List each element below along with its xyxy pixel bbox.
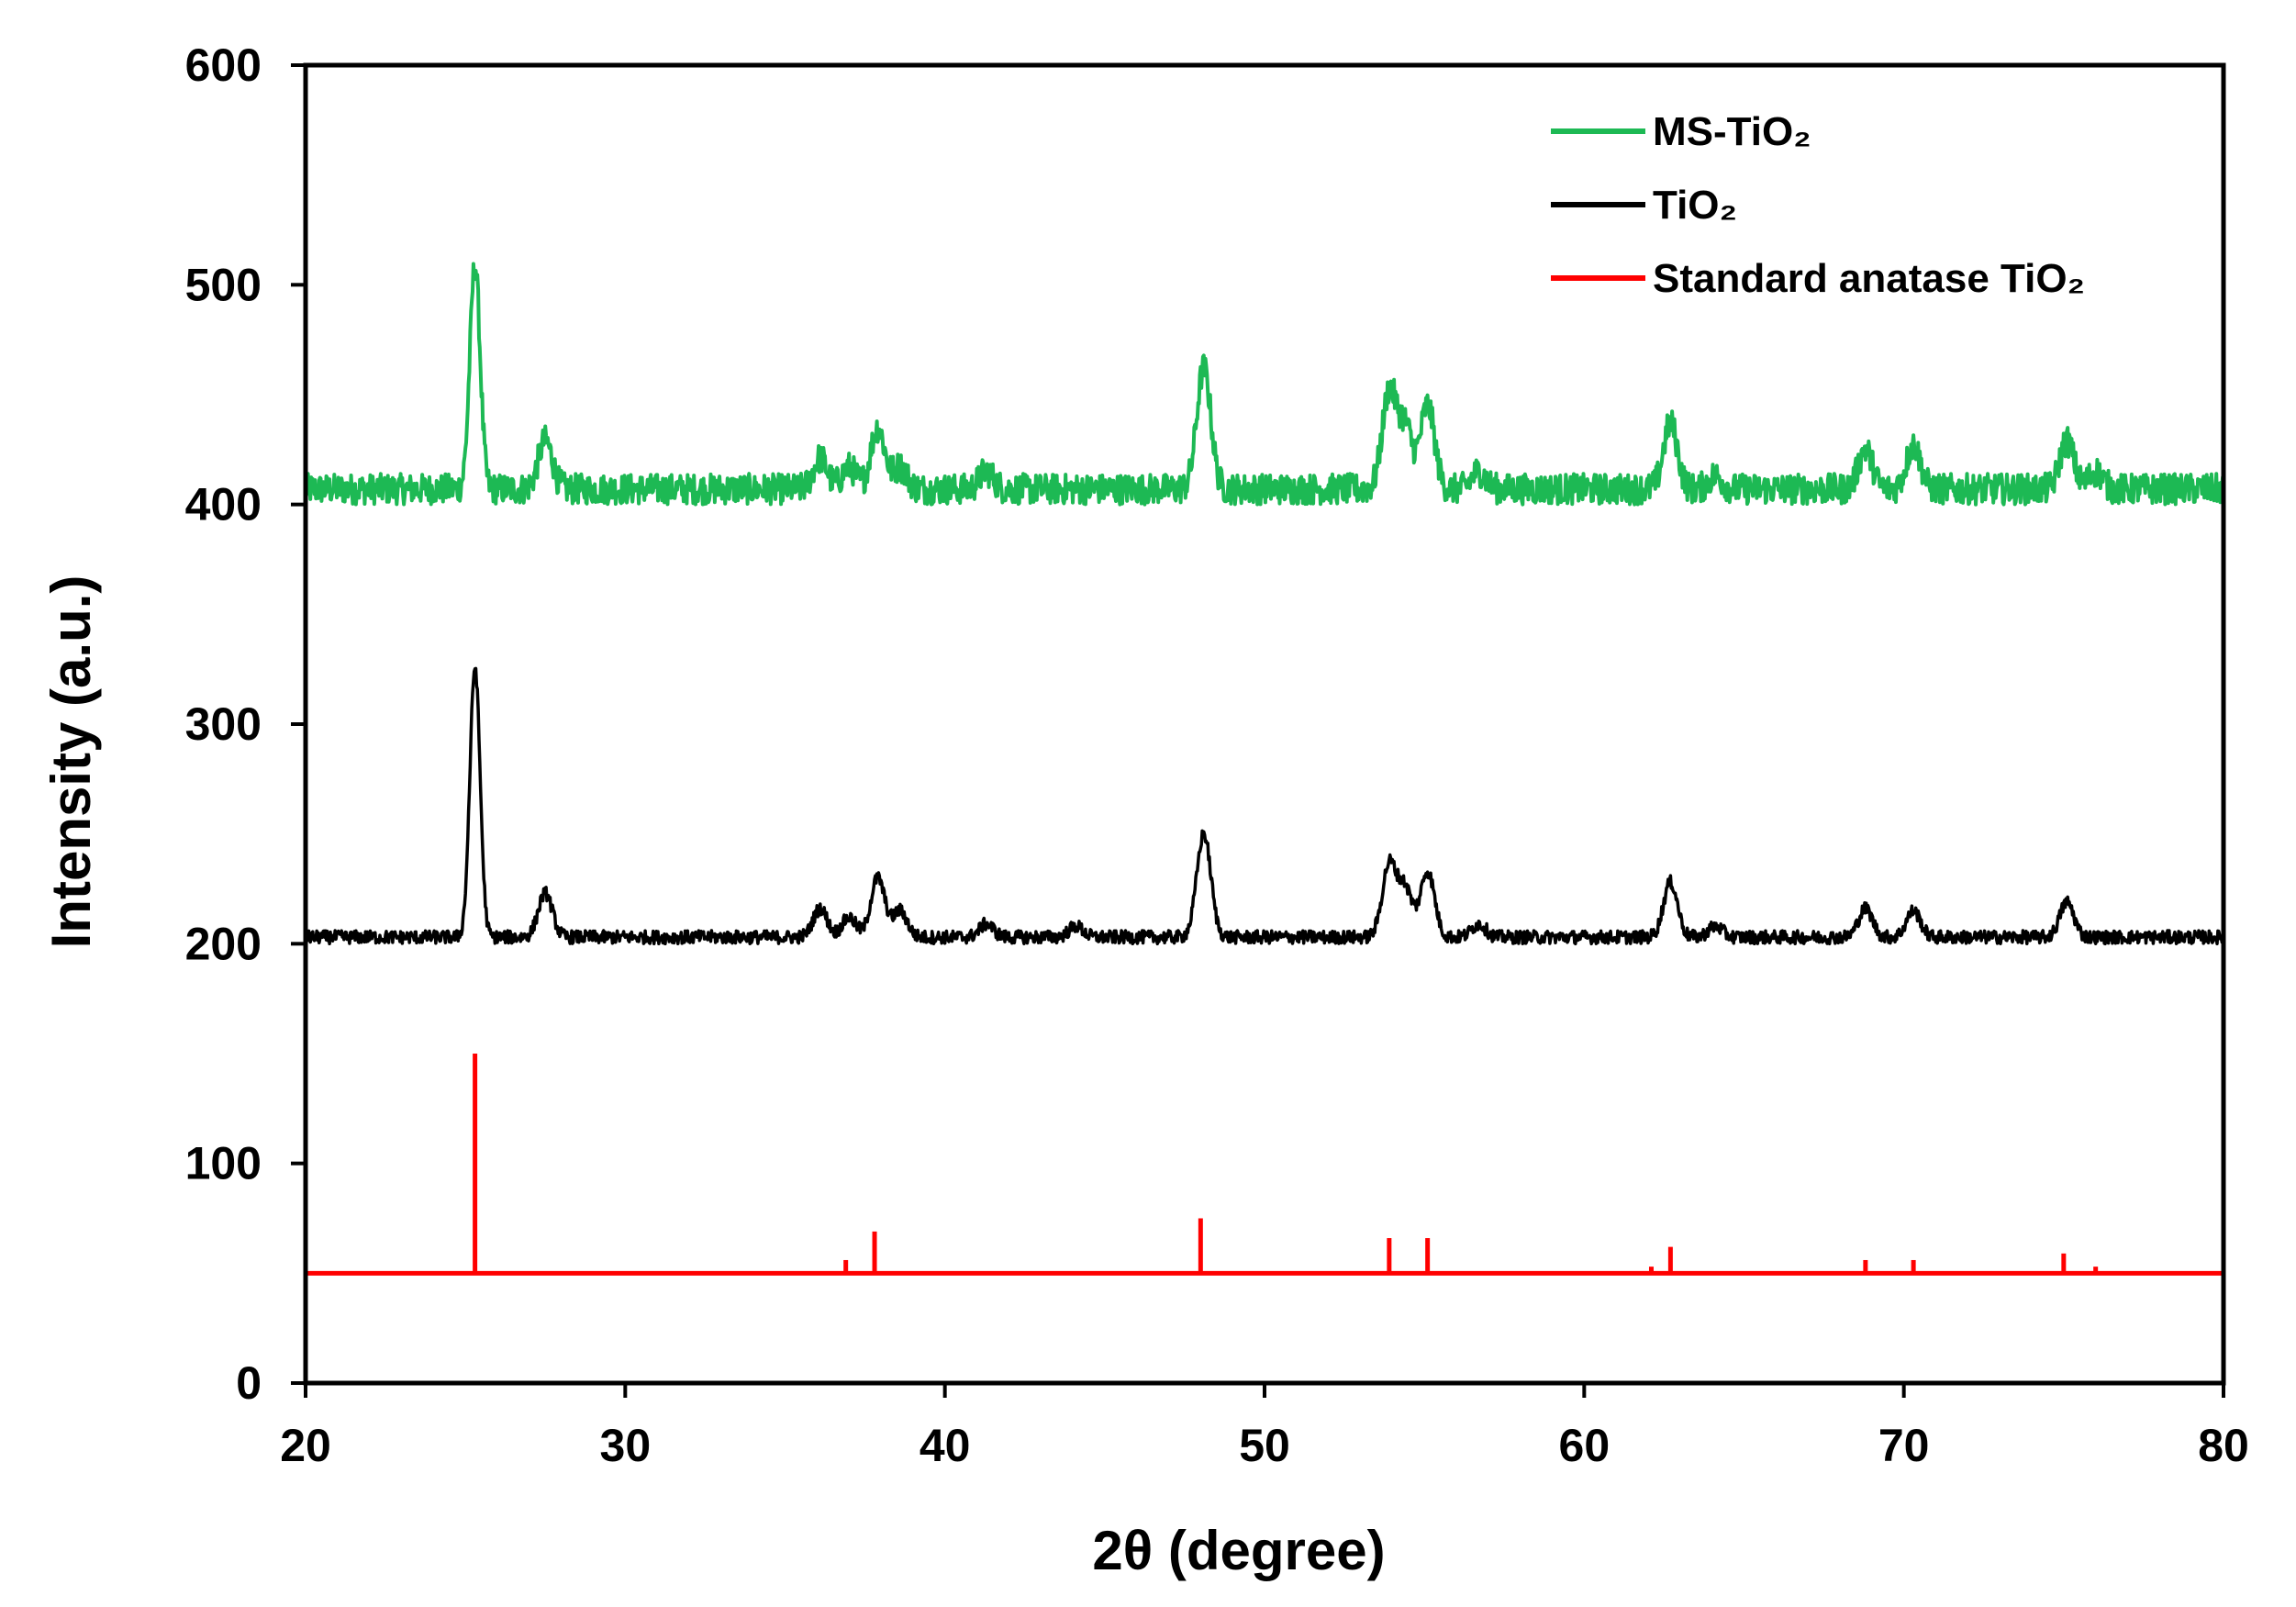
- y-tick-label: 0: [236, 1357, 262, 1409]
- x-tick-label: 50: [1239, 1420, 1290, 1471]
- series-0: [304, 262, 2225, 507]
- x-axis-title: 2θ (degree): [1092, 1520, 1385, 1581]
- y-axis-title: Intensity (a.u.): [40, 575, 102, 949]
- x-tick-label: 60: [1559, 1420, 1611, 1471]
- y-tick-label: 200: [185, 918, 262, 969]
- x-tick-label: 30: [600, 1420, 652, 1471]
- x-tick-label: 70: [1878, 1420, 1930, 1471]
- x-tick-label: 80: [2198, 1420, 2249, 1471]
- legend-label: MS-TiO₂: [1653, 109, 1811, 154]
- y-tick-label: 100: [185, 1138, 262, 1189]
- series-line: [304, 666, 2225, 946]
- legend-label: Standard anatase TiO₂: [1653, 256, 2085, 301]
- series-line: [304, 262, 2225, 507]
- x-tick-label: 40: [920, 1420, 971, 1471]
- y-tick-label: 300: [185, 698, 262, 750]
- legend: MS-TiO₂ TiO₂ Standard anatase TiO₂: [1551, 109, 2085, 301]
- series-1: [304, 666, 2225, 946]
- y-tick-label: 500: [185, 259, 262, 310]
- legend-label: TiO₂: [1653, 183, 1737, 228]
- ticks-layer: 0 100 200 300 400 500 600 20 30 40 50 60 70 80: [185, 39, 2249, 1471]
- series-layer: [304, 262, 2225, 1276]
- series-2: [306, 1054, 2224, 1276]
- y-tick-label: 400: [185, 479, 262, 530]
- y-tick-label: 600: [185, 39, 262, 91]
- x-tick-label: 20: [280, 1420, 331, 1471]
